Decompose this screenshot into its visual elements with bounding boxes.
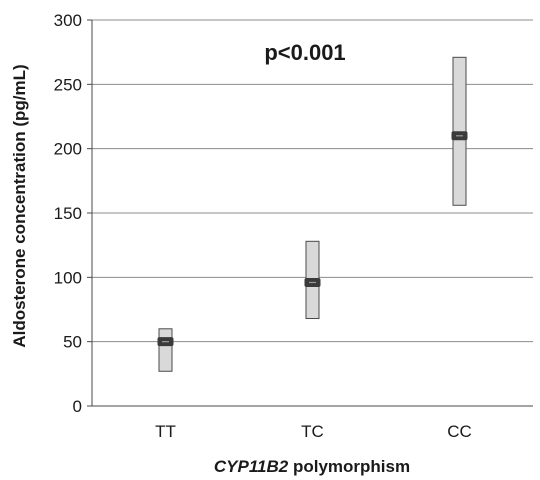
x-tick-label: CC: [447, 422, 472, 441]
x-axis-title-rest: polymorphism: [288, 457, 410, 476]
y-tick-label: 300: [54, 11, 82, 30]
data-boxes: [157, 56, 468, 372]
x-axis-title-gene: CYP11B2: [214, 457, 289, 476]
y-tick-label: 150: [54, 204, 82, 223]
y-tick-label: 100: [54, 268, 82, 287]
gridlines: [92, 19, 533, 343]
x-axis-ticks: TT TC CC: [155, 422, 472, 441]
x-tick-label: TC: [301, 422, 324, 441]
y-tick-label: 250: [54, 75, 82, 94]
y-axis-title: Aldosterone concentration (pg/mL): [10, 64, 29, 347]
range-box-TT: [158, 328, 173, 372]
y-axis-ticks: 0 50 100 150 200 250 300: [54, 11, 92, 416]
y-tick-label: 50: [63, 333, 82, 352]
x-tick-label: TT: [155, 422, 176, 441]
range-box-CC: [452, 56, 467, 206]
x-axis-title: CYP11B2 polymorphism: [214, 457, 410, 476]
y-tick-label: 0: [73, 397, 82, 416]
p-value-annotation: p<0.001: [264, 40, 345, 65]
y-tick-label: 200: [54, 140, 82, 159]
